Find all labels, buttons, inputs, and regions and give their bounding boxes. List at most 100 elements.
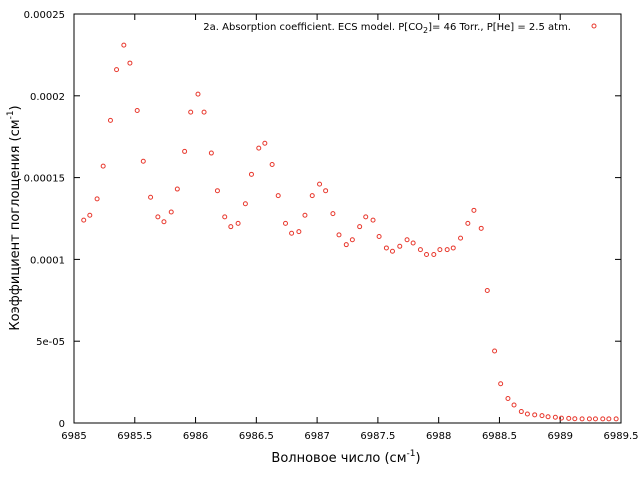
x-tick-label: 6989.5 [604,431,639,442]
data-point [228,224,234,230]
x-tick-label: 6989 [547,431,572,442]
data-point [478,225,484,231]
data-point [349,237,355,243]
data-point [606,416,612,422]
data-point [188,109,194,115]
data-point [545,414,551,420]
data-point [498,381,504,387]
data-point [161,219,167,225]
data-point [256,145,262,151]
data-point [155,214,161,220]
data-point [214,188,220,194]
legend: 2a. Absorption coefficient. ECS model. P… [203,22,597,35]
data-point [484,287,490,293]
data-point [552,414,558,420]
data-point [558,415,564,421]
x-tick-label: 6986 [183,431,208,442]
x-tick-label: 6988 [426,431,451,442]
data-point [518,409,524,415]
data-point [174,186,180,192]
data-point [376,233,382,239]
data-point [309,193,315,199]
x-axis-ticks: 6985 6985.5 6986 6986.5 6987 6987.5 6988 6988.5… [61,14,639,442]
data-point [492,348,498,354]
data-point [182,148,188,154]
y-axis-title: Коэффициент поглощения (см-1) [6,105,23,330]
data-point [566,415,572,421]
y-tick-label: 0 [59,419,65,430]
data-point [336,232,342,238]
data-point [383,245,389,251]
x-tick-label: 6987.5 [360,431,395,442]
data-point [586,416,592,422]
data-point [168,209,174,215]
x-tick-label: 6988.5 [482,431,517,442]
data-point [275,193,281,199]
x-tick-label: 6985.5 [117,431,152,442]
y-tick-label: 5e-05 [36,337,65,348]
data-point [269,162,275,168]
data-point [343,242,349,248]
plot-frame [73,13,622,424]
data-point [431,251,437,257]
data-point [417,247,423,253]
y-axis-ticks: 0 5e-05 0.0001 0.00015 0.0002 0.00025 [24,10,621,430]
y-tick-label: 0.00025 [24,10,65,21]
legend-marker [591,23,597,29]
data-point [242,201,248,207]
data-point [302,212,308,218]
data-point [248,171,254,177]
data-point [592,416,598,422]
data-point [524,411,530,417]
data-point [410,240,416,246]
data-point [208,150,214,156]
data-point [235,220,241,226]
data-point [140,158,146,164]
data-points [81,42,619,422]
data-point [262,140,268,146]
data-point [511,402,517,408]
x-tick-label: 6986.5 [239,431,274,442]
data-point [134,108,140,114]
data-point [465,220,471,226]
x-axis-title: Волновое число (см-1) [271,449,420,466]
data-point [317,181,323,187]
data-point [222,214,228,220]
data-point [201,109,207,115]
data-point [532,412,538,418]
data-point [458,235,464,241]
data-point [450,245,456,251]
data-point [397,243,403,249]
data-point [505,395,511,401]
data-point [357,224,363,230]
data-point [437,247,443,253]
data-point [600,416,606,422]
data-point [389,248,395,254]
data-point [127,60,133,66]
data-point [613,416,619,422]
x-tick-label: 6985 [61,431,86,442]
data-point [363,214,369,220]
data-point [121,42,127,48]
data-point [471,207,477,213]
data-point [94,196,100,202]
data-point [539,413,545,419]
data-point [323,188,329,194]
data-point [370,217,376,223]
data-point [289,230,295,236]
data-point [424,251,430,257]
data-point [87,212,93,218]
data-point [114,67,120,73]
data-point [100,163,106,169]
data-point [444,247,450,253]
data-point [148,194,154,200]
data-point [404,237,410,243]
y-tick-label: 0.00015 [24,174,65,185]
data-point [81,217,87,223]
y-tick-label: 0.0001 [30,255,65,266]
legend-label: 2a. Absorption coefficient. ECS model. P… [203,22,571,35]
data-point [296,229,302,235]
data-point [572,416,578,422]
